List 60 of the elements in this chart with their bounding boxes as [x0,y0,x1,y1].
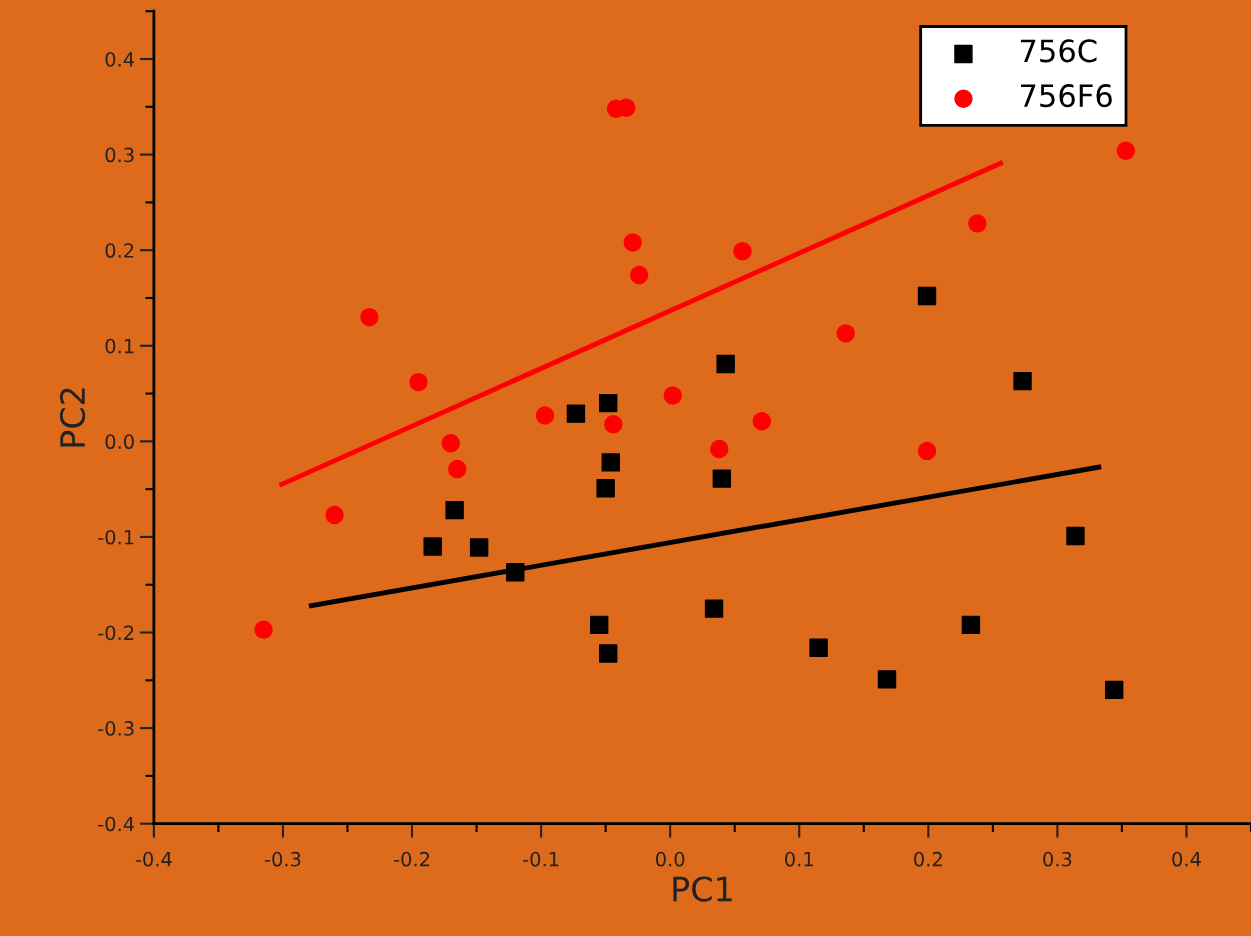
y-tick-label: 0.4 [105,51,135,67]
point [599,644,618,663]
point [535,406,555,425]
point [752,412,772,431]
point [596,478,615,498]
point [663,386,682,405]
point [254,620,273,639]
point [604,414,623,434]
point [917,441,937,461]
legend-label: 756F6 [1020,84,1112,108]
point [629,265,649,285]
point [325,505,344,525]
y-tick-label: 0.3 [105,147,134,163]
point [445,500,464,520]
x-tick-label: -0.1 [523,851,559,867]
point [809,638,828,658]
x-tick-label: -0.2 [394,851,430,867]
point [469,538,489,557]
point [1104,680,1124,700]
point [409,372,428,392]
point [836,324,855,343]
point [1066,526,1085,546]
y-tick-label: -0.4 [98,816,135,832]
y-tick-label: 0.0 [105,434,134,450]
legend-label: 756C [1020,39,1097,63]
x-tick-label: -0.4 [135,851,172,867]
y-tick-label: 0.1 [105,338,134,354]
point [441,434,460,453]
point [712,469,731,488]
x-tick-label: 0.4 [1172,851,1201,867]
y-tick-label: 0.2 [105,243,134,258]
point [716,354,735,374]
point [506,563,525,582]
x-tick-label: -0.3 [264,851,301,867]
point [601,453,620,472]
point [1013,371,1032,391]
point [710,439,729,459]
x-tick-label: 0.0 [655,851,685,867]
point [1116,141,1135,160]
point [961,615,981,635]
point [599,393,618,413]
x-tick-label: 0.3 [1043,851,1072,867]
y-tick-label: -0.1 [98,529,134,545]
point [447,459,467,479]
point [877,670,897,689]
point [623,233,642,252]
point [733,241,752,261]
point [968,214,987,233]
y-tick-label: -0.2 [98,625,134,641]
y-axis-title: PC2 [59,388,86,447]
point [704,599,724,618]
x-tick-label: 0.1 [785,851,813,867]
point [566,404,586,423]
x-tick-label: 0.2 [914,851,942,867]
point [589,615,609,635]
x-axis-title: PC1 [673,876,732,902]
point [917,286,937,306]
y-tick-label: -0.3 [98,721,134,736]
point [423,537,442,556]
point [360,307,379,327]
